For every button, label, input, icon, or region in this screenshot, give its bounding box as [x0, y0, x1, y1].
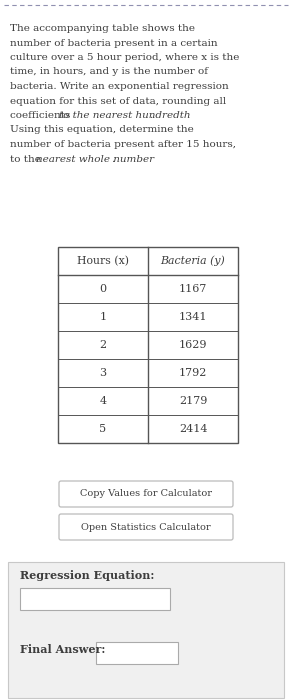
Text: .: .: [111, 155, 114, 164]
Text: 1167: 1167: [179, 284, 207, 294]
Text: The accompanying table shows the: The accompanying table shows the: [10, 24, 195, 33]
Text: 1: 1: [100, 312, 107, 322]
Text: .: .: [149, 111, 152, 120]
Text: number of bacteria present in a certain: number of bacteria present in a certain: [10, 38, 218, 48]
Text: Final Answer:: Final Answer:: [20, 644, 105, 655]
Text: 0: 0: [100, 284, 107, 294]
Text: nearest whole number: nearest whole number: [36, 155, 154, 164]
Bar: [96, 642, 178, 664]
Bar: [8, 562, 284, 698]
Text: culture over a 5 hour period, where x is the: culture over a 5 hour period, where x is…: [10, 53, 239, 62]
Text: 3: 3: [100, 368, 107, 378]
Bar: [58, 247, 238, 443]
FancyBboxPatch shape: [59, 514, 233, 540]
Text: 2179: 2179: [179, 396, 207, 406]
Text: Copy Values for Calculator: Copy Values for Calculator: [80, 489, 212, 498]
Text: coefficients: coefficients: [10, 111, 74, 120]
Text: to the: to the: [10, 155, 44, 164]
Text: equation for this set of data, rounding all: equation for this set of data, rounding …: [10, 97, 226, 106]
Text: Using this equation, determine the: Using this equation, determine the: [10, 125, 194, 134]
Text: Regression Equation:: Regression Equation:: [20, 570, 154, 581]
FancyBboxPatch shape: [59, 481, 233, 507]
Text: 1629: 1629: [179, 340, 207, 350]
Text: 1792: 1792: [179, 368, 207, 378]
Text: 4: 4: [100, 396, 107, 406]
Text: 1341: 1341: [179, 312, 207, 322]
Text: to the nearest hundredth: to the nearest hundredth: [59, 111, 190, 120]
Bar: [20, 588, 170, 610]
Text: Bacteria (y): Bacteria (y): [161, 256, 225, 266]
Text: 2414: 2414: [179, 424, 207, 434]
Text: Open Statistics Calculator: Open Statistics Calculator: [81, 522, 211, 531]
Text: time, in hours, and y is the number of: time, in hours, and y is the number of: [10, 67, 208, 76]
Text: bacteria. Write an exponential regression: bacteria. Write an exponential regressio…: [10, 82, 229, 91]
Text: 2: 2: [100, 340, 107, 350]
Text: Hours (x): Hours (x): [77, 256, 129, 266]
Text: 5: 5: [100, 424, 107, 434]
Text: number of bacteria present after 15 hours,: number of bacteria present after 15 hour…: [10, 140, 236, 149]
